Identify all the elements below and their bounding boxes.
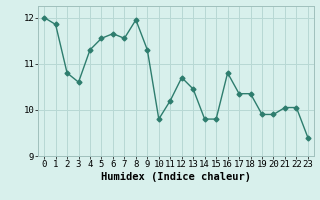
X-axis label: Humidex (Indice chaleur): Humidex (Indice chaleur)	[101, 172, 251, 182]
